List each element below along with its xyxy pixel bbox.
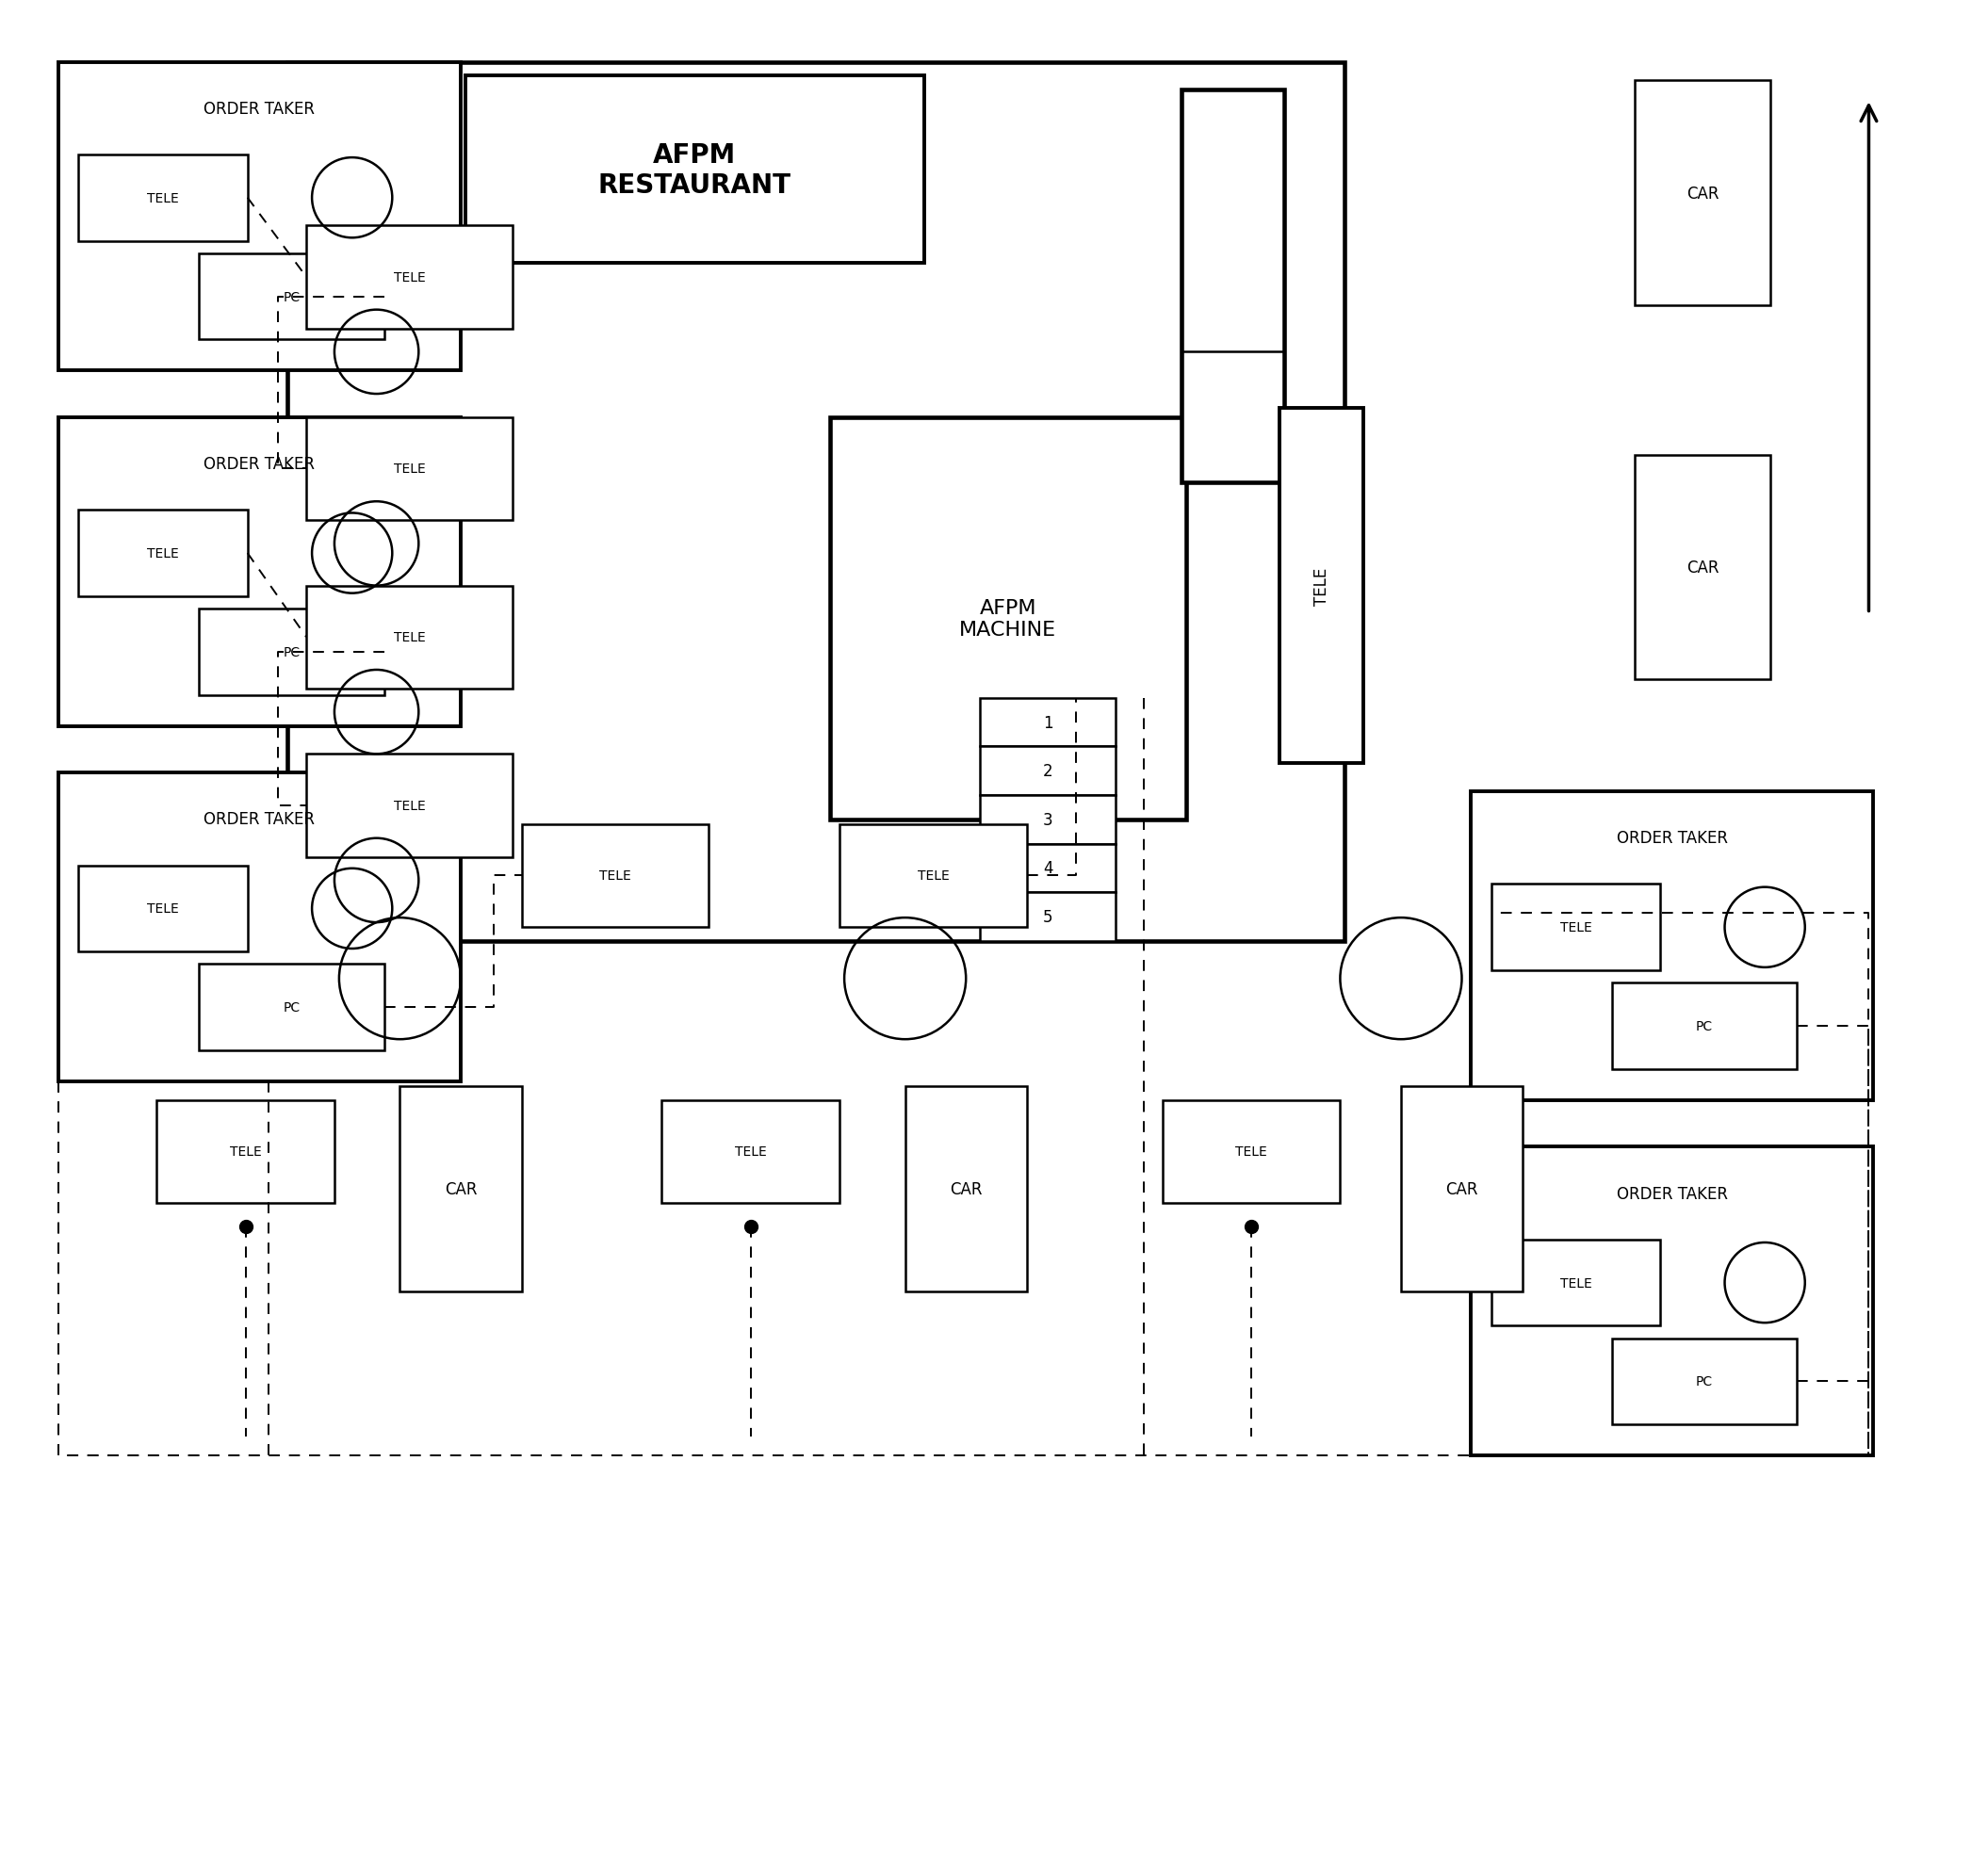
Text: TELE: TELE	[1561, 1277, 1592, 1290]
Text: PC: PC	[1696, 1019, 1714, 1032]
Text: 4: 4	[1044, 861, 1054, 877]
Bar	[288, 63, 1344, 941]
Bar	[521, 825, 708, 928]
Bar	[58, 773, 461, 1081]
Text: ORDER TAKER: ORDER TAKER	[1616, 1186, 1728, 1202]
Text: AFPM
MACHINE: AFPM MACHINE	[960, 599, 1056, 639]
Bar	[831, 418, 1185, 820]
Text: CAR: CAR	[1686, 558, 1720, 575]
Text: CAR: CAR	[950, 1180, 982, 1197]
Bar	[58, 418, 461, 726]
Bar	[1491, 885, 1660, 971]
Bar	[980, 795, 1115, 844]
Text: ORDER TAKER: ORDER TAKER	[1616, 829, 1728, 846]
Text: TELE: TELE	[1312, 568, 1330, 605]
Text: ORDER TAKER: ORDER TAKER	[205, 456, 316, 472]
Bar	[465, 77, 924, 263]
Bar	[199, 254, 384, 340]
Bar	[1491, 1240, 1660, 1326]
Bar	[662, 1100, 839, 1202]
Bar	[1181, 91, 1284, 484]
Bar	[1634, 82, 1771, 306]
Bar	[905, 1087, 1026, 1292]
Bar	[80, 866, 247, 952]
Bar	[980, 844, 1115, 892]
Text: PC: PC	[282, 646, 300, 659]
Text: ORDER TAKER: ORDER TAKER	[205, 810, 316, 827]
Bar	[80, 155, 247, 241]
Text: TELE: TELE	[916, 870, 948, 883]
Text: TELE: TELE	[231, 1144, 262, 1158]
Text: ORDER TAKER: ORDER TAKER	[205, 101, 316, 118]
Text: 3: 3	[1044, 812, 1054, 829]
Bar	[1402, 1087, 1523, 1292]
Bar	[1634, 456, 1771, 680]
Text: TELE: TELE	[394, 631, 425, 644]
Bar	[1612, 1339, 1797, 1425]
Bar	[199, 965, 384, 1051]
Bar	[400, 1087, 521, 1292]
Bar	[157, 1100, 334, 1202]
Text: TELE: TELE	[394, 271, 425, 284]
Bar	[980, 747, 1115, 795]
Text: CAR: CAR	[445, 1180, 477, 1197]
Bar	[306, 754, 513, 857]
Bar	[199, 609, 384, 696]
Text: 1: 1	[1044, 715, 1054, 732]
Bar	[1471, 792, 1873, 1100]
Text: TELE: TELE	[1561, 920, 1592, 934]
Text: TELE: TELE	[147, 902, 179, 915]
Text: 5: 5	[1044, 909, 1054, 926]
Text: TELE: TELE	[147, 547, 179, 560]
Text: PC: PC	[282, 1001, 300, 1014]
Text: TELE: TELE	[394, 463, 425, 476]
Text: CAR: CAR	[1686, 185, 1720, 202]
Text: TELE: TELE	[394, 799, 425, 812]
Text: PC: PC	[282, 291, 300, 304]
Text: TELE: TELE	[736, 1144, 767, 1158]
Bar	[306, 418, 513, 521]
Bar	[1612, 984, 1797, 1070]
Bar	[58, 63, 461, 372]
Text: AFPM
RESTAURANT: AFPM RESTAURANT	[598, 142, 791, 198]
Bar	[839, 825, 1026, 928]
Text: TELE: TELE	[598, 870, 630, 883]
Bar	[980, 698, 1115, 747]
Bar	[1280, 409, 1364, 764]
Bar	[1471, 1146, 1873, 1456]
Bar	[1163, 1100, 1340, 1202]
Bar	[306, 586, 513, 689]
Text: TELE: TELE	[1235, 1144, 1266, 1158]
Text: TELE: TELE	[147, 192, 179, 205]
Bar	[306, 226, 513, 329]
Text: 2: 2	[1044, 764, 1054, 780]
Bar	[980, 892, 1115, 941]
Text: CAR: CAR	[1445, 1180, 1477, 1197]
Bar	[80, 510, 247, 597]
Text: PC: PC	[1696, 1374, 1714, 1389]
